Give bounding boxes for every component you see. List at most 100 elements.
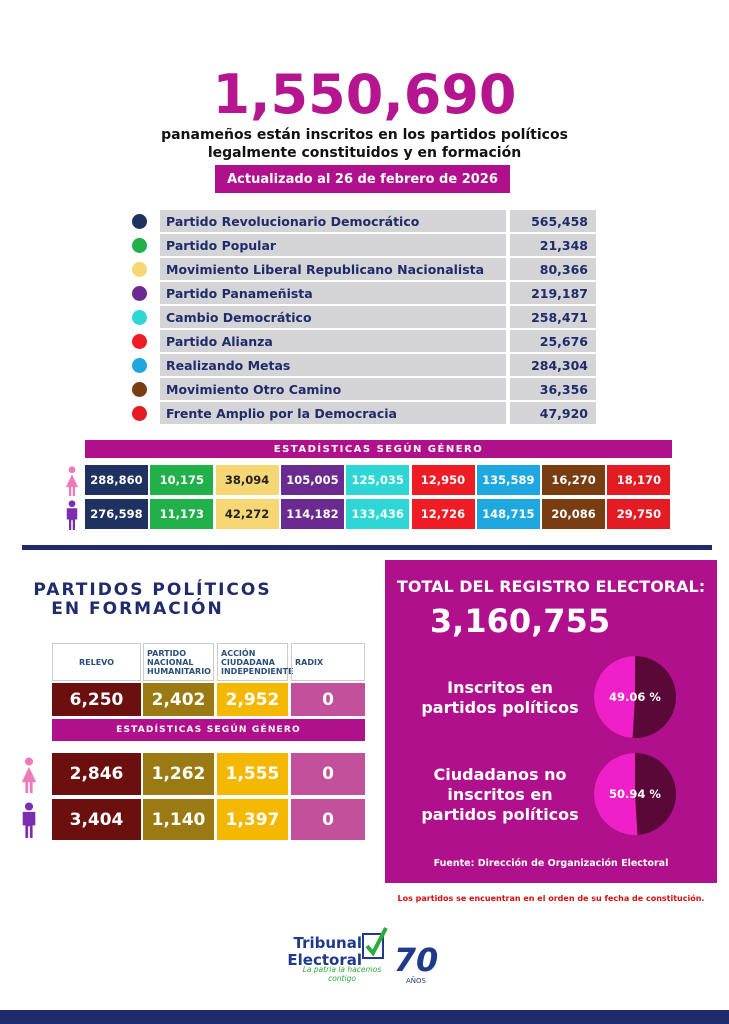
formation-members: 0 (291, 683, 365, 716)
registry-total: 3,160,755 (429, 602, 611, 640)
logo-years-label: AÑOS (406, 977, 426, 985)
formation-men: 1,140 (143, 799, 214, 840)
registry-label: partidos políticos (421, 697, 579, 717)
formation-header: RADIX (291, 643, 365, 681)
party-members: 219,187 (510, 282, 596, 304)
formation-men: 1,397 (217, 799, 288, 840)
logo-years: 70 (393, 941, 439, 979)
party-dot (132, 358, 147, 373)
party-name: Movimiento Liberal Republicano Nacionali… (160, 258, 506, 280)
party-dot (132, 310, 147, 325)
formation-members: 6,250 (52, 683, 141, 716)
total-inscribed: 1,550,690 (212, 62, 517, 126)
party-members: 80,366 (510, 258, 596, 280)
party-dot (132, 286, 147, 301)
party-dot (132, 262, 147, 277)
updated-banner: Actualizado al 26 de febrero de 2026 (215, 165, 510, 193)
gender-cell: 18,170 (607, 465, 671, 495)
registry-title: TOTAL DEL REGISTRO ELECTORAL: (396, 576, 706, 596)
icon-body (66, 474, 78, 496)
gender-cell: 125,035 (346, 465, 410, 495)
gender-cell: 105,005 (280, 465, 344, 495)
subtitle: panameños están inscritos en los partido… (161, 127, 568, 143)
logo-name: Tribunal (293, 934, 362, 952)
formation-header: PARTIDO NACIONAL HUMANITARIO (143, 643, 214, 681)
formation-men: 0 (291, 799, 365, 840)
formation-women: 1,555 (217, 753, 288, 795)
gender-cell: 276,598 (85, 499, 148, 529)
party-members: 284,304 (510, 354, 596, 376)
party-members: 25,676 (510, 330, 596, 352)
party-members: 21,348 (510, 234, 596, 256)
formation-women: 1,262 (143, 753, 214, 795)
pie-slice (593, 656, 635, 738)
party-name: Partido Revolucionario Democrático (160, 210, 506, 232)
gender-title: ESTADÍSTICAS SEGÚN GÉNERO (85, 440, 672, 458)
party-dot (132, 214, 147, 229)
party-name: Realizando Metas (160, 354, 506, 376)
party-name: Frente Amplio por la Democracia (160, 402, 506, 424)
pie-label: 50.94 % (609, 787, 661, 801)
pie-label: 49.06 % (609, 690, 661, 704)
logo-slogan: La patria la hacemos contigo (302, 965, 382, 983)
icon-head (68, 500, 76, 508)
party-members: 36,356 (510, 378, 596, 400)
party-name: Partido Alianza (160, 330, 506, 352)
registry-label: Inscritos en (447, 677, 553, 697)
gender-cell: 29,750 (607, 499, 671, 529)
party-dot (132, 406, 147, 421)
male-icon (22, 802, 36, 838)
formation-women: 0 (291, 753, 365, 795)
formation-women: 2,846 (52, 753, 141, 795)
formation-members: 2,952 (217, 683, 288, 716)
party-dot (132, 238, 147, 253)
party-members: 258,471 (510, 306, 596, 328)
footer-bar (0, 1010, 729, 1024)
pie-slice (594, 753, 638, 835)
registry-source: Fuente: Dirección de Organización Electo… (433, 857, 669, 869)
gender-cell: 10,175 (150, 465, 214, 495)
formation-header: RELEVO (52, 643, 141, 681)
gender-cell: 12,950 (411, 465, 475, 495)
party-members: 47,920 (510, 402, 596, 424)
gender-cell: 288,860 (85, 465, 148, 495)
gender-cell: 12,726 (411, 499, 475, 529)
party-members: 565,458 (510, 210, 596, 232)
male-icon (66, 500, 78, 530)
formation-men: 3,404 (52, 799, 141, 840)
gender-cell: 38,094 (215, 465, 279, 495)
logo-box (362, 933, 384, 959)
female-icon (21, 757, 37, 793)
party-name: Partido Popular (160, 234, 506, 256)
gender-cell: 42,272 (215, 499, 279, 529)
gender-cell: 16,270 (542, 465, 606, 495)
pie (593, 656, 676, 738)
icon-body (21, 766, 37, 793)
formation-members: 2,402 (143, 683, 214, 716)
registry-label: partidos políticos (421, 804, 579, 824)
icon-head (68, 466, 76, 474)
subtitle: legalmente constituidos y en formación (207, 145, 522, 161)
party-dot (132, 334, 147, 349)
party-name: Movimiento Otro Camino (160, 378, 506, 400)
formation-header: ACCIÓN CIUDADANA INDEPENDIENTE (217, 643, 294, 681)
icon-head (24, 757, 34, 766)
female-icon (66, 466, 78, 496)
registry-label: inscritos en (447, 784, 553, 804)
icon-body (22, 811, 36, 838)
icon-body (66, 508, 78, 530)
logo-check (362, 927, 388, 959)
party-name: Cambio Democrático (160, 306, 506, 328)
formation-gender-title: ESTADÍSTICAS SEGÚN GÉNERO (52, 719, 365, 741)
gender-cell: 135,589 (476, 465, 540, 495)
gender-cell: 133,436 (346, 499, 410, 529)
registry-label: Ciudadanos no (433, 764, 567, 784)
formation-title: PARTIDOS POLÍTICOS (33, 580, 272, 600)
party-name: Partido Panameñista (160, 282, 506, 304)
gender-cell: 148,715 (476, 499, 540, 529)
divider (22, 545, 712, 550)
gender-cell: 114,182 (280, 499, 344, 529)
gender-cell: 11,173 (150, 499, 214, 529)
note: Los partidos se encuentran en el orden d… (397, 893, 705, 903)
